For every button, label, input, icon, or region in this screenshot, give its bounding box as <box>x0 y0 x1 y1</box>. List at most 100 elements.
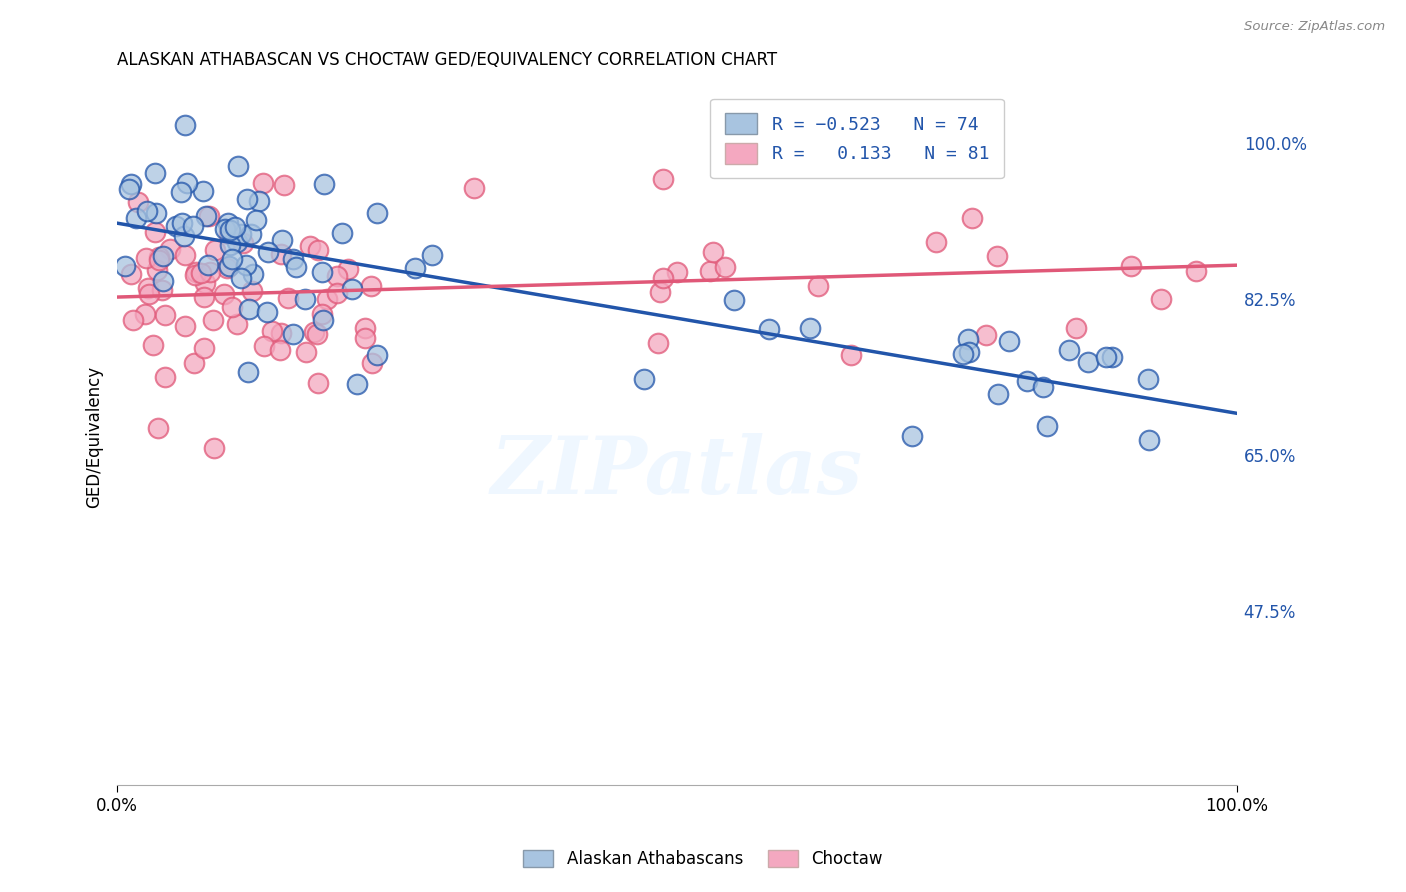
Point <box>134 307 156 321</box>
Point <box>198 265 221 279</box>
Point <box>197 258 219 272</box>
Point <box>647 336 669 351</box>
Point <box>1150 292 1173 306</box>
Point <box>353 321 375 335</box>
Point <box>1064 321 1087 335</box>
Point <box>170 185 193 199</box>
Point <box>152 249 174 263</box>
Point <box>633 372 655 386</box>
Point <box>153 308 176 322</box>
Point <box>925 235 948 250</box>
Point <box>404 261 426 276</box>
Point <box>252 177 274 191</box>
Point <box>652 271 675 285</box>
Point <box>218 227 240 241</box>
Point <box>702 244 724 259</box>
Point <box>1095 350 1118 364</box>
Point <box>260 324 283 338</box>
Point <box>270 326 292 341</box>
Point <box>284 260 307 274</box>
Point <box>366 348 388 362</box>
Text: Source: ZipAtlas.com: Source: ZipAtlas.com <box>1244 20 1385 33</box>
Point <box>294 292 316 306</box>
Point <box>316 292 339 306</box>
Point <box>340 282 363 296</box>
Point <box>186 265 208 279</box>
Point <box>136 204 159 219</box>
Point <box>652 171 675 186</box>
Point <box>150 283 173 297</box>
Point <box>295 344 318 359</box>
Point <box>256 245 278 260</box>
Point <box>699 264 721 278</box>
Point <box>114 260 136 274</box>
Point <box>312 312 335 326</box>
Point <box>987 387 1010 401</box>
Point <box>120 267 142 281</box>
Point <box>273 178 295 193</box>
Point <box>120 177 142 191</box>
Point <box>277 292 299 306</box>
Point <box>218 260 240 274</box>
Point <box>238 302 260 317</box>
Point <box>152 275 174 289</box>
Point <box>231 270 253 285</box>
Point <box>174 118 197 132</box>
Point <box>302 326 325 340</box>
Point <box>118 182 141 196</box>
Point <box>197 209 219 223</box>
Point <box>952 347 974 361</box>
Point <box>1137 372 1160 386</box>
Point <box>135 251 157 265</box>
Point <box>956 332 979 346</box>
Point <box>202 441 225 455</box>
Point <box>236 365 259 379</box>
Point <box>221 301 243 315</box>
Point <box>1184 264 1206 278</box>
Point <box>269 343 291 357</box>
Point <box>901 429 924 443</box>
Point <box>127 194 149 209</box>
Text: ZIPatlas: ZIPatlas <box>491 434 863 511</box>
Point <box>143 166 166 180</box>
Point <box>176 176 198 190</box>
Text: ALASKAN ATHABASCAN VS CHOCTAW GED/EQUIVALENCY CORRELATION CHART: ALASKAN ATHABASCAN VS CHOCTAW GED/EQUIVA… <box>117 51 778 69</box>
Point <box>330 226 353 240</box>
Point <box>231 227 253 242</box>
Point <box>311 265 333 279</box>
Point <box>138 287 160 301</box>
Point <box>723 293 745 307</box>
Point <box>974 327 997 342</box>
Point <box>307 376 329 390</box>
Point <box>305 326 328 341</box>
Point <box>420 248 443 262</box>
Point <box>1137 433 1160 447</box>
Legend: Alaskan Athabascans, Choctaw: Alaskan Athabascans, Choctaw <box>516 843 890 875</box>
Point <box>136 281 159 295</box>
Point <box>714 260 737 274</box>
Point <box>148 252 170 267</box>
Point <box>650 285 672 299</box>
Point <box>190 266 212 280</box>
Point <box>146 262 169 277</box>
Y-axis label: GED/Equivalency: GED/Equivalency <box>86 366 103 508</box>
Point <box>194 209 217 223</box>
Point <box>799 321 821 335</box>
Point <box>839 348 862 362</box>
Point <box>346 377 368 392</box>
Point <box>217 216 239 230</box>
Point <box>172 216 194 230</box>
Point <box>311 307 333 321</box>
Point <box>240 284 263 298</box>
Point <box>219 223 242 237</box>
Point <box>145 206 167 220</box>
Point <box>142 338 165 352</box>
Point <box>235 258 257 272</box>
Point <box>997 334 1019 348</box>
Point <box>360 279 382 293</box>
Point <box>204 244 226 258</box>
Point <box>1036 418 1059 433</box>
Point <box>191 184 214 198</box>
Point <box>665 265 688 279</box>
Point <box>193 341 215 355</box>
